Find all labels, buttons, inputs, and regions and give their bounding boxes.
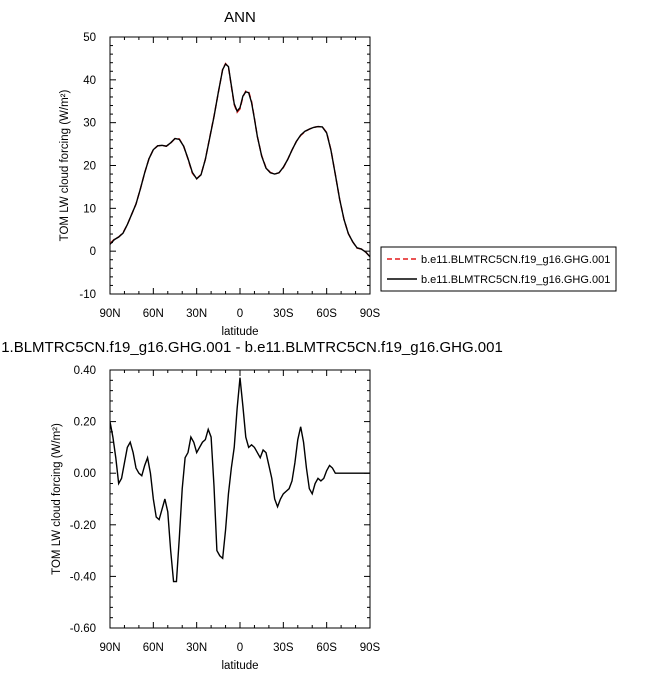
x-tick-label: 60S: [316, 642, 337, 654]
y-tick-label: -0.20: [70, 520, 96, 532]
plot-frame: [109, 369, 371, 629]
y-tick-label: 20: [83, 161, 96, 173]
x-tick-label: 0: [237, 308, 243, 320]
x-tick-label: 30S: [273, 642, 294, 654]
bottom-panel: 1.BLMTRC5CN.f19_g16.GHG.001 - b.e11.BLMT…: [1, 339, 503, 672]
y-tick-label: 30: [83, 118, 96, 130]
x-tick-label: 60N: [143, 642, 164, 654]
series-line-0: [110, 377, 370, 583]
y-tick-label: 0: [90, 246, 96, 258]
x-axis-label: latitude: [221, 326, 258, 338]
legend-label-0: b.e11.BLMTRC5CN.f19_g16.GHG.001: [421, 254, 610, 266]
y-axis-label: TOM LW cloud forcing (W/m²): [51, 423, 63, 575]
legend-box: [380, 246, 617, 292]
y-tick-label: 0.00: [74, 468, 96, 480]
top-panel: ANN -10 0 10 20 30 40 50 90N 60N 30N 0 30S 60S 90S lati…: [59, 9, 617, 338]
x-tick-label: 90S: [360, 308, 381, 320]
y-tick-label: -10: [79, 289, 96, 301]
chart-title: ANN: [224, 9, 256, 26]
y-tick-label: 40: [83, 75, 96, 87]
plot-frame: [109, 36, 371, 295]
y-tick-label: 10: [83, 203, 96, 215]
y-tick-label: -0.40: [70, 571, 96, 583]
x-tick-label: 90N: [99, 642, 120, 654]
legend-label-1: b.e11.BLMTRC5CN.f19_g16.GHG.001: [421, 274, 610, 286]
series-line-1: [110, 62, 370, 258]
x-tick-label: 90S: [360, 642, 381, 654]
y-axis-label: TOM LW cloud forcing (W/m²): [59, 90, 71, 242]
y-tick-label: 0.20: [74, 417, 96, 429]
y-tick-label: -0.60: [70, 623, 96, 635]
x-tick-label: 30S: [273, 308, 294, 320]
x-tick-label: 30N: [186, 308, 207, 320]
x-tick-label: 60N: [143, 308, 164, 320]
x-tick-label: 0: [237, 642, 243, 654]
x-axis-label: latitude: [221, 660, 258, 672]
y-tick-label: 50: [83, 32, 96, 44]
chart-title: 1.BLMTRC5CN.f19_g16.GHG.001 - b.e11.BLMT…: [1, 339, 503, 356]
x-tick-label: 60S: [316, 308, 337, 320]
x-tick-label: 30N: [186, 642, 207, 654]
legend: b.e11.BLMTRC5CN.f19_g16.GHG.001 b.e11.BLM…: [380, 246, 617, 292]
x-tick-label: 90N: [99, 308, 120, 320]
y-tick-label: 0.40: [74, 365, 96, 377]
